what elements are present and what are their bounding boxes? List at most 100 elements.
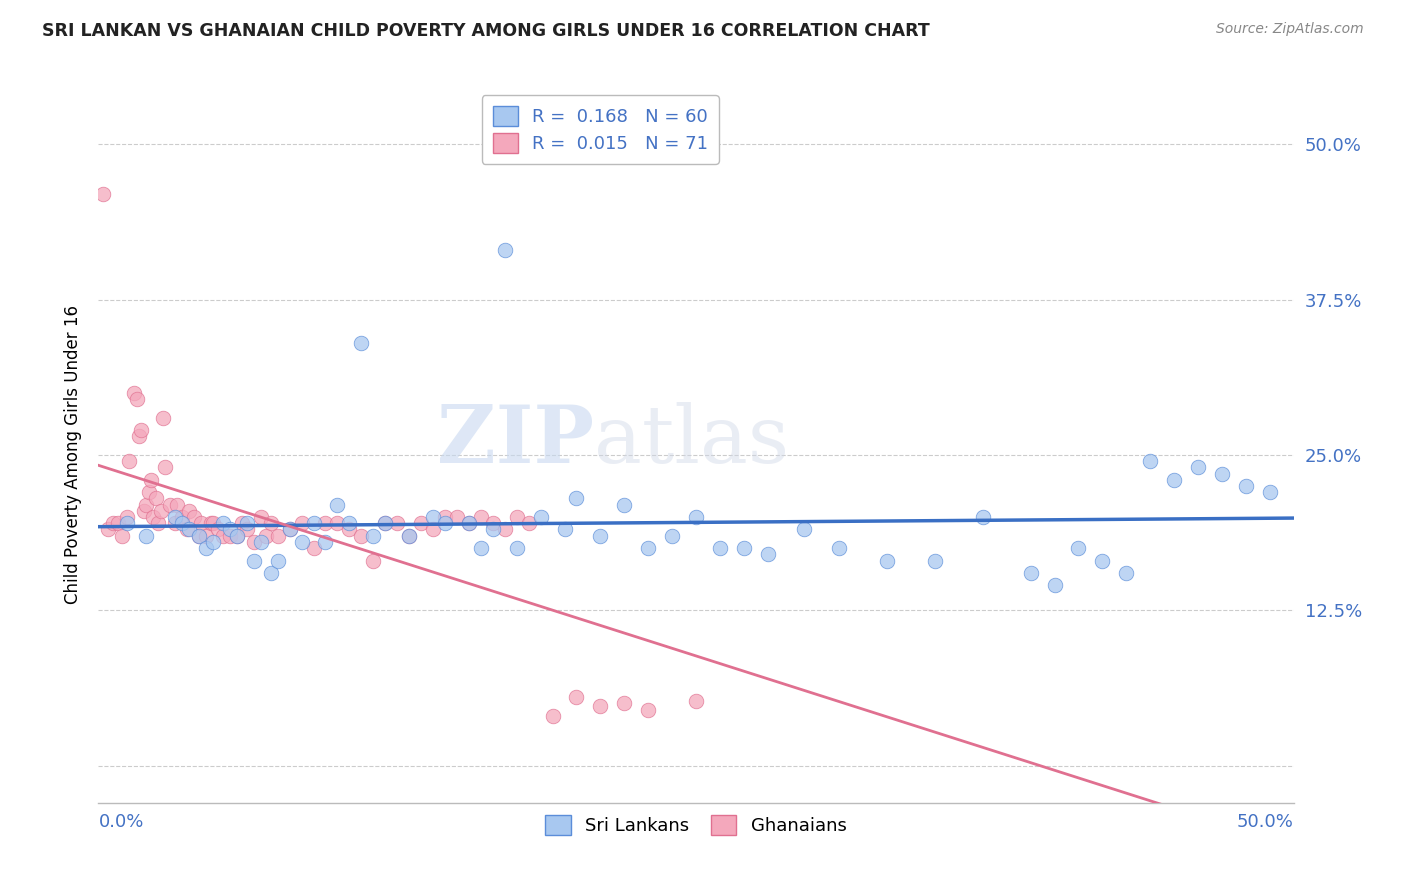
Point: [278, 523, 301, 537]
Point: [115, 516, 138, 531]
Point: [733, 541, 755, 555]
Text: ZIP: ZIP: [437, 402, 595, 480]
Point: [166, 498, 188, 512]
Point: [202, 516, 225, 531]
Point: [363, 529, 385, 543]
Point: [163, 516, 186, 531]
Point: [235, 523, 257, 537]
Point: [101, 516, 124, 531]
Point: [155, 460, 177, 475]
Point: [139, 473, 162, 487]
Point: [565, 690, 588, 705]
Point: [661, 529, 683, 543]
Point: [446, 510, 468, 524]
Point: [111, 529, 134, 543]
Point: [195, 529, 218, 543]
Point: [1067, 541, 1090, 555]
Point: [1043, 578, 1066, 592]
Legend: Sri Lankans, Ghanaians: Sri Lankans, Ghanaians: [538, 808, 853, 842]
Point: [207, 523, 229, 537]
Point: [267, 553, 290, 567]
Point: [145, 491, 167, 506]
Point: [470, 510, 492, 524]
Point: [176, 523, 198, 537]
Point: [107, 516, 129, 531]
Point: [613, 697, 636, 711]
Point: [411, 516, 433, 531]
Text: 50.0%: 50.0%: [1237, 813, 1294, 830]
Text: atlas: atlas: [595, 402, 790, 480]
Point: [118, 454, 141, 468]
Point: [1234, 479, 1257, 493]
Point: [250, 510, 273, 524]
Point: [302, 541, 325, 555]
Point: [142, 510, 165, 524]
Text: 0.0%: 0.0%: [98, 813, 143, 830]
Point: [219, 523, 242, 537]
Point: [132, 504, 155, 518]
Point: [302, 516, 325, 531]
Point: [709, 541, 731, 555]
Point: [541, 708, 564, 723]
Point: [226, 529, 249, 543]
Point: [374, 516, 396, 531]
Point: [291, 516, 314, 531]
Point: [494, 523, 516, 537]
Point: [172, 510, 194, 524]
Point: [97, 523, 120, 537]
Point: [326, 516, 349, 531]
Point: [1163, 473, 1185, 487]
Point: [589, 698, 612, 713]
Point: [202, 534, 225, 549]
Point: [876, 553, 898, 567]
Point: [190, 516, 212, 531]
Point: [179, 504, 201, 518]
Point: [385, 516, 409, 531]
Point: [637, 541, 659, 555]
Point: [115, 510, 138, 524]
Point: [554, 523, 576, 537]
Point: [138, 485, 160, 500]
Point: [924, 553, 946, 567]
Point: [152, 410, 174, 425]
Point: [565, 491, 588, 506]
Point: [183, 510, 205, 524]
Point: [685, 694, 707, 708]
Point: [195, 541, 218, 555]
Point: [637, 703, 659, 717]
Point: [1211, 467, 1233, 481]
Point: [398, 529, 420, 543]
Point: [1019, 566, 1042, 580]
Point: [159, 498, 181, 512]
Text: Source: ZipAtlas.com: Source: ZipAtlas.com: [1216, 22, 1364, 37]
Point: [350, 336, 373, 351]
Point: [434, 516, 457, 531]
Point: [793, 523, 815, 537]
Point: [259, 516, 281, 531]
Point: [135, 498, 157, 512]
Point: [219, 529, 242, 543]
Point: [231, 516, 253, 531]
Point: [506, 541, 529, 555]
Point: [243, 553, 266, 567]
Point: [481, 516, 505, 531]
Point: [470, 541, 492, 555]
Point: [243, 534, 266, 549]
Point: [685, 510, 707, 524]
Point: [163, 510, 186, 524]
Point: [172, 516, 194, 531]
Point: [187, 529, 209, 543]
Point: [315, 534, 337, 549]
Point: [339, 516, 361, 531]
Point: [211, 529, 233, 543]
Point: [398, 529, 420, 543]
Point: [326, 498, 349, 512]
Point: [187, 529, 209, 543]
Point: [1091, 553, 1114, 567]
Point: [434, 510, 457, 524]
Point: [226, 529, 249, 543]
Point: [124, 385, 146, 400]
Y-axis label: Child Poverty Among Girls Under 16: Child Poverty Among Girls Under 16: [63, 305, 82, 605]
Point: [291, 534, 314, 549]
Point: [481, 523, 505, 537]
